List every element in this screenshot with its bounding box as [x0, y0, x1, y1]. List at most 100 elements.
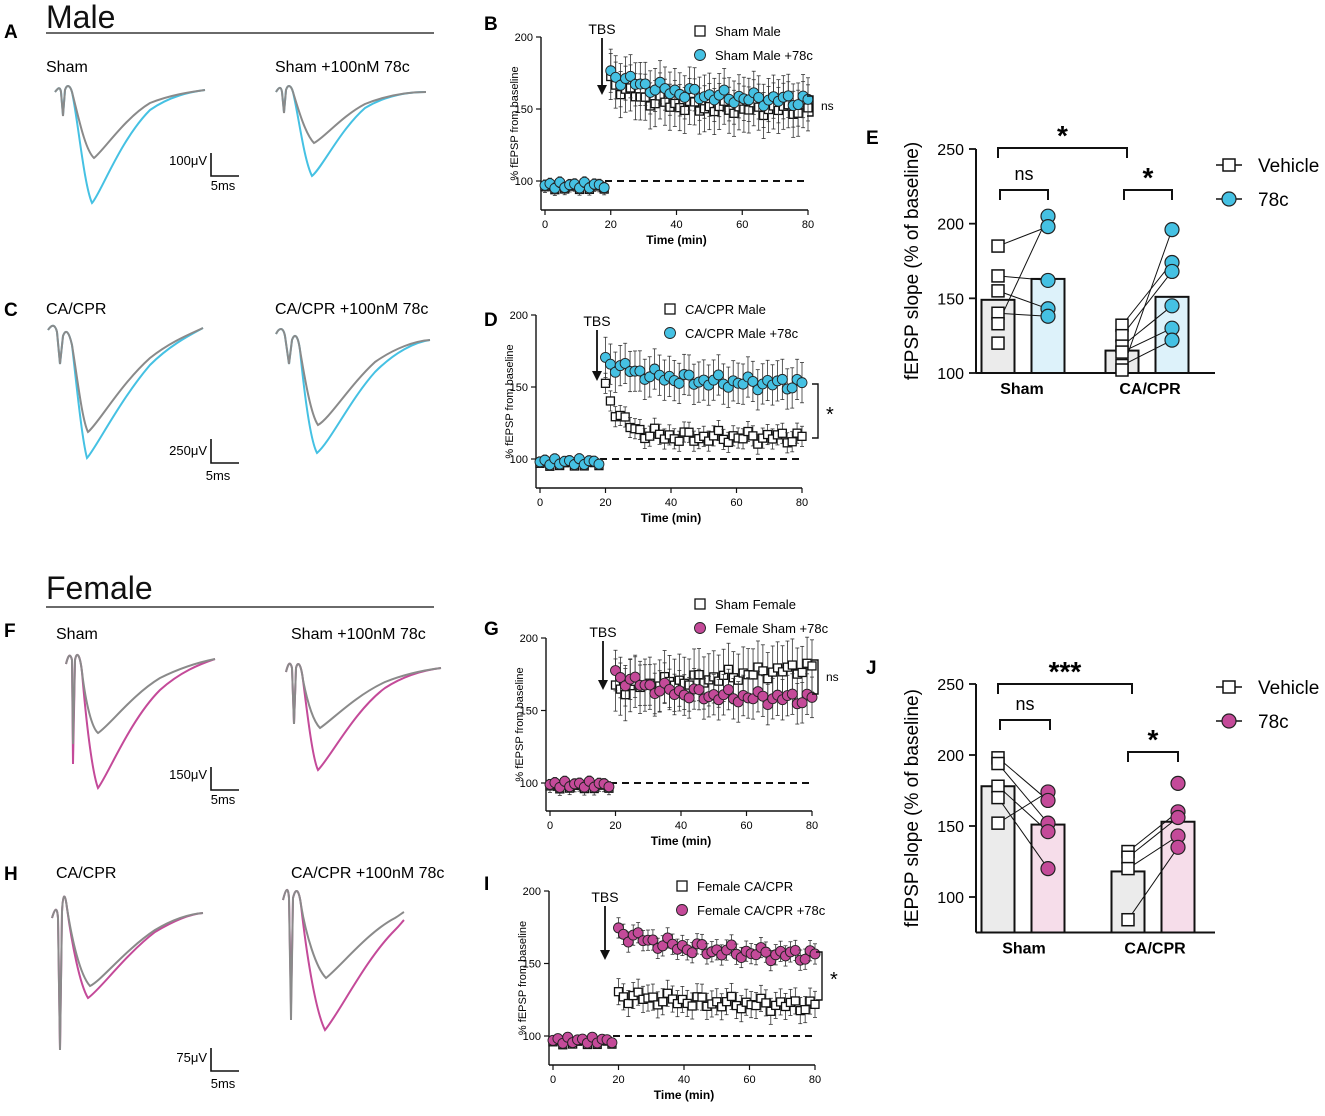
chart-j-point-vehicle — [1121, 850, 1135, 864]
chart-d-point-square — [635, 424, 645, 435]
trace-a-sham-78c — [54, 85, 206, 205]
chart-j-pair-line — [1127, 847, 1179, 921]
chart-e-y-tick-label: 150 — [937, 291, 964, 308]
chart-g-point-square — [777, 667, 788, 677]
chart-d-legend-label: CA/CPR Male +78c — [685, 326, 799, 341]
trace-c-right-label: CA/CPR +100nM 78c — [275, 301, 428, 318]
chart-d-point-square — [777, 428, 787, 438]
chart-d-point-square — [699, 431, 709, 441]
chart-j-bar-78c — [1030, 823, 1066, 934]
chart-g-point-circle — [723, 684, 734, 695]
chart-j-pair-line — [997, 797, 1049, 869]
chart-i-point-square — [736, 1004, 746, 1014]
chart-i-series-1 — [547, 917, 821, 1049]
chart-e-pair-line — [1121, 229, 1173, 371]
chart-j-y-tick-label: 150 — [937, 819, 964, 836]
chart-d-sig-label: * — [826, 404, 834, 426]
chart-b-tbs-label: TBS — [588, 21, 615, 37]
chart-g-point-square — [787, 660, 797, 670]
chart-d-point-circle — [593, 458, 605, 470]
scale-c-time: 5ms — [206, 468, 231, 483]
trace-c-left-label: CA/CPR — [46, 301, 106, 318]
chart-d-y-label: % fEPSP from baseline — [504, 344, 516, 458]
panel-letter-a: A — [4, 22, 18, 43]
chart-d-point-square — [620, 412, 630, 422]
chart-i-point-square — [726, 991, 737, 1002]
chart-e-pair-line — [997, 275, 1049, 281]
chart-g-legend-label: Female Sham +78c — [715, 621, 829, 636]
panel-letter-i: I — [484, 874, 489, 895]
chart-e-point-78c — [1040, 219, 1056, 235]
chart-b-series-0 — [540, 53, 813, 196]
chart-g-x-tick-label: 80 — [806, 820, 818, 832]
scale-h-voltage: 75μV — [176, 1050, 207, 1065]
chart-i-point-square — [648, 992, 658, 1002]
chart-d-legend-marker — [664, 327, 676, 339]
chart-i-point-square — [697, 992, 707, 1002]
chart-g-point-square — [807, 661, 817, 671]
chart-e-legend-label-78c: 78c — [1258, 190, 1289, 211]
trace-c-sham — [47, 324, 204, 461]
chart-e-sham-sig-label: ns — [1014, 164, 1033, 184]
trace-c-drug-vehicle — [275, 328, 431, 427]
chart-j-category-label: CA/CPR — [1124, 941, 1186, 958]
chart-b-x-label: Time (min) — [646, 233, 706, 247]
chart-i-x-tick-label: 80 — [809, 1074, 821, 1086]
chart-g-x-tick-label: 0 — [547, 820, 553, 832]
chart-j-pair-line — [1127, 835, 1179, 870]
chart-b-x-tick-label: 20 — [605, 219, 617, 231]
chart-g-y-label: % fEPSP from baseline — [514, 667, 526, 781]
trace-h-sham-vehicle — [51, 895, 204, 1051]
chart-d-point-square — [723, 437, 733, 448]
scale-bar-f — [210, 767, 239, 791]
chart-d-point-square — [708, 431, 719, 441]
chart-g-series-1 — [544, 649, 818, 793]
chart-g-x-tick-label: 60 — [740, 820, 752, 832]
chart-j-point-vehicle — [991, 790, 1005, 805]
chart-g-legend-marker — [694, 598, 706, 610]
chart-i-point-circle — [606, 1037, 618, 1049]
chart-i-point-square — [633, 987, 643, 997]
chart-g-point-circle — [683, 692, 695, 704]
scale-a-time: 5ms — [211, 178, 236, 193]
chart-g-y-tick-label: 150 — [520, 706, 538, 718]
chart-b-legend-marker — [694, 49, 706, 61]
chart-i-cacpr-female-ltp: 100 150 200 0 20 40 60 80 Time (min) % fEPSP from… — [517, 879, 838, 1102]
chart-b-legend-marker — [694, 25, 706, 37]
chart-i-point-square — [687, 1001, 697, 1011]
chart-i-tbs-label: TBS — [591, 889, 618, 905]
chart-i-point-square — [658, 997, 668, 1007]
chart-i-point-square — [717, 1002, 727, 1012]
chart-i-point-circle — [809, 948, 821, 960]
chart-i-point-circle — [686, 947, 698, 959]
chart-b-point-circle — [689, 83, 701, 95]
chart-j-female-bar: 100 150 200 250 fEPSP slope (% of baseline) S… — [902, 656, 1319, 958]
scale-f-time: 5ms — [211, 792, 236, 807]
chart-b-y-tick-label: 100 — [515, 176, 533, 188]
chart-d-tbs-label: TBS — [583, 313, 610, 329]
chart-i-x-tick-label: 0 — [550, 1074, 556, 1086]
chart-d-point-circle — [673, 377, 685, 389]
chart-d-point-square — [684, 427, 694, 437]
chart-i-point-square — [618, 992, 629, 1002]
trace-a-drug — [275, 85, 427, 178]
chart-d-point-circle — [776, 373, 788, 385]
chart-b-series-1 — [539, 48, 814, 195]
chart-e-category-label: Sham — [1000, 381, 1044, 398]
chart-j-point-78c — [1040, 860, 1056, 877]
chart-j-point-78c — [1040, 824, 1056, 840]
chart-i-x-tick-label: 40 — [678, 1074, 690, 1086]
chart-i-point-circle — [726, 939, 737, 951]
chart-g-point-square — [758, 666, 768, 676]
chart-i-legend-label: Female CA/CPR — [697, 879, 793, 894]
chart-e-legend-marker-vehicle — [1222, 158, 1236, 172]
section-title-female: Female — [46, 570, 153, 606]
chart-d-point-square — [605, 396, 616, 406]
scale-bar-h — [210, 1048, 239, 1072]
chart-d-point-circle — [683, 369, 695, 381]
trace-f-drug-vehicle — [285, 662, 442, 730]
chart-i-point-square — [800, 1004, 810, 1015]
chart-g-point-square — [748, 670, 758, 680]
chart-d-y-tick-label: 200 — [510, 310, 528, 322]
